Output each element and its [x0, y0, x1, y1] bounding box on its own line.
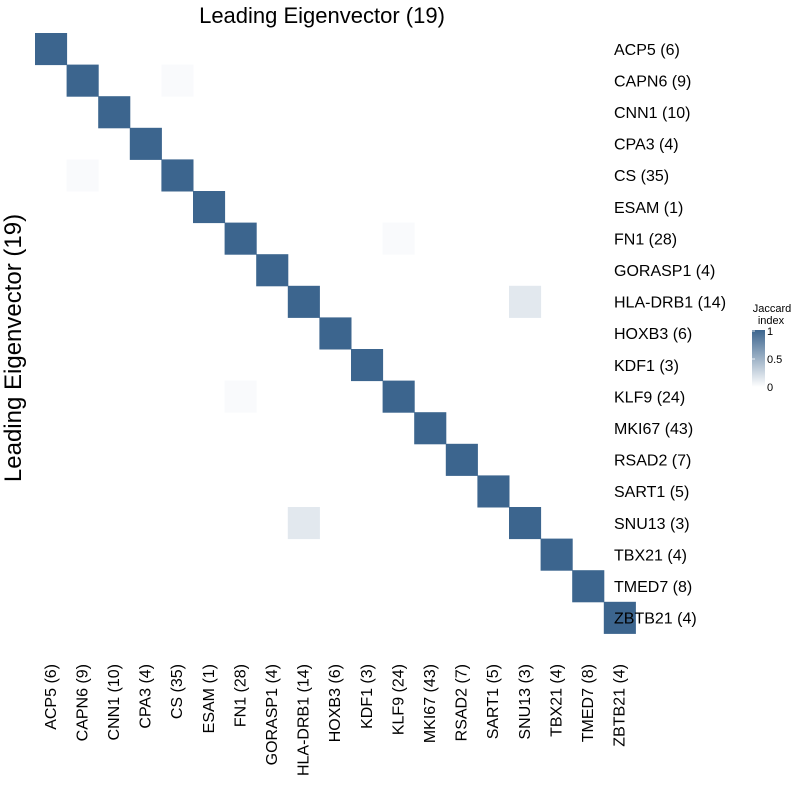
column-label-fn1-28: FN1 (28): [232, 664, 249, 727]
column-label-zbtb21-4: ZBTB21 (4): [612, 664, 629, 747]
heatmap-cell-cs-35-x-cs-35: [161, 159, 194, 192]
heatmap-cell-capn6-9-x-capn6-9: [66, 64, 99, 97]
heatmap-cell-hoxb3-6-x-hoxb3-6: [319, 317, 352, 350]
row-label-esam-1: ESAM (1): [614, 200, 683, 217]
heatmap-cell-snu13-3-x-snu13-3: [509, 507, 542, 540]
row-label-mki67-43: MKI67 (43): [614, 421, 693, 438]
heatmap-cell-capn6-9-x-cs-35: [161, 64, 194, 97]
legend-tick-label-1: 1: [767, 326, 773, 338]
column-label-tmed7-8: TMED7 (8): [580, 664, 597, 742]
y-axis-label: Leading Eigenvector (19): [0, 214, 27, 482]
heatmap-cell-fn1-28-x-klf9-24: [382, 222, 415, 255]
row-label-cpa3-4: CPA3 (4): [614, 137, 679, 154]
row-label-cnn1-10: CNN1 (10): [614, 105, 690, 122]
row-label-gorasp1-4: GORASP1 (4): [614, 263, 715, 280]
row-label-fn1-28: FN1 (28): [614, 231, 677, 248]
legend-tick-label-0-5: 0.5: [767, 354, 782, 366]
column-label-klf9-24: KLF9 (24): [390, 664, 407, 735]
heatmap-cell-gorasp1-4-x-gorasp1-4: [256, 254, 289, 287]
column-label-snu13-3: SNU13 (3): [517, 664, 534, 740]
row-labels: ACP5 (6) CAPN6 (9) CNN1 (10) CPA3 (4) CS (35…: [614, 42, 726, 628]
row-label-tmed7-8: TMED7 (8): [614, 579, 692, 596]
row-label-capn6-9: CAPN6 (9): [614, 73, 691, 90]
heatmap-cell-kdf1-3-x-kdf1-3: [351, 349, 384, 382]
row-label-klf9-24: KLF9 (24): [614, 389, 685, 406]
heatmap-cell-sart1-5-x-sart1-5: [477, 475, 510, 508]
heatmap-cell-esam-1-x-esam-1: [193, 191, 226, 224]
heatmap-cells: [35, 33, 636, 634]
heatmap-cell-fn1-28-x-fn1-28: [224, 222, 257, 255]
column-label-cs-35: CS (35): [169, 664, 186, 719]
row-label-rsad2-7: RSAD2 (7): [614, 453, 691, 470]
heatmap-cell-cpa3-4-x-cpa3-4: [129, 127, 162, 160]
row-label-hla-drb1-14: HLA-DRB1 (14): [614, 295, 726, 312]
row-label-snu13-3: SNU13 (3): [614, 516, 690, 533]
column-label-mki67-43: MKI67 (43): [422, 664, 439, 743]
heatmap-cell-cnn1-10-x-cnn1-10: [98, 96, 131, 129]
column-label-cpa3-4: CPA3 (4): [138, 664, 155, 729]
column-label-gorasp1-4: GORASP1 (4): [264, 664, 281, 765]
column-label-kdf1-3: KDF1 (3): [359, 664, 376, 729]
column-label-tbx21-4: TBX21 (4): [548, 664, 565, 737]
row-label-kdf1-3: KDF1 (3): [614, 358, 679, 375]
heatmap-cell-acp5-6-x-acp5-6: [35, 33, 68, 66]
heatmap-cell-cs-35-x-capn6-9: [66, 159, 99, 192]
row-label-tbx21-4: TBX21 (4): [614, 547, 687, 564]
heatmap-cell-klf9-24-x-fn1-28: [224, 380, 257, 413]
legend: Jaccard index 1 0.5 0: [752, 303, 791, 394]
column-label-hla-drb1-14: HLA-DRB1 (14): [296, 664, 313, 776]
heatmap-cell-rsad2-7-x-rsad2-7: [445, 443, 478, 476]
column-label-capn6-9: CAPN6 (9): [74, 664, 91, 741]
column-label-hoxb3-6: HOXB3 (6): [327, 664, 344, 742]
row-label-zbtb21-4: ZBTB21 (4): [614, 611, 697, 628]
heatmap-cell-tbx21-4-x-tbx21-4: [540, 538, 573, 571]
row-label-hoxb3-6: HOXB3 (6): [614, 326, 692, 343]
legend-title-line-2: index: [758, 315, 785, 327]
heatmap-cell-hla-drb1-14-x-hla-drb1-14: [287, 285, 320, 318]
chart-title: Leading Eigenvector (19): [199, 3, 445, 28]
heatmap-cell-klf9-24-x-klf9-24: [382, 380, 415, 413]
column-labels: ACP5 (6) CAPN6 (9) CNN1 (10) CPA3 (4) CS (35…: [43, 664, 629, 776]
column-label-sart1-5: SART1 (5): [485, 664, 502, 739]
legend-colorbar: [752, 330, 765, 387]
row-label-cs-35: CS (35): [614, 168, 669, 185]
heatmap-cell-mki67-43-x-mki67-43: [414, 412, 447, 445]
legend-title-line-1: Jaccard: [753, 303, 792, 315]
legend-tick-label-0: 0: [767, 382, 773, 394]
row-label-acp5-6: ACP5 (6): [614, 42, 680, 59]
column-label-acp5-6: ACP5 (6): [43, 664, 60, 730]
heatmap-cell-hla-drb1-14-x-snu13-3: [509, 285, 542, 318]
column-label-rsad2-7: RSAD2 (7): [454, 664, 471, 741]
row-label-sart1-5: SART1 (5): [614, 484, 689, 501]
heatmap-cell-snu13-3-x-hla-drb1-14: [287, 507, 320, 540]
column-label-cnn1-10: CNN1 (10): [106, 664, 123, 740]
heatmap-cell-tmed7-8-x-tmed7-8: [572, 570, 605, 603]
heatmap-cell-zbtb21-4-x-zbtb21-4: [603, 601, 636, 634]
column-label-esam-1: ESAM (1): [201, 664, 218, 733]
